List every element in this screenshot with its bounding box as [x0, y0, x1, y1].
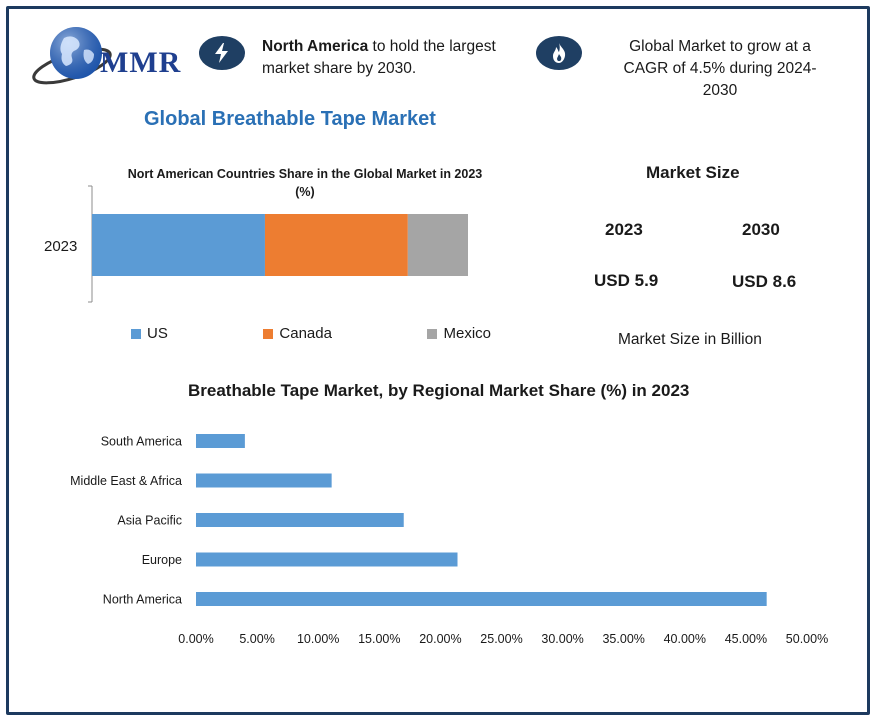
- legend-swatch-mexico: [427, 328, 438, 339]
- market-size-value-2030: USD 8.6: [732, 272, 797, 291]
- regional-tick-label: 30.00%: [541, 632, 583, 646]
- regional-tick-label: 50.00%: [786, 632, 828, 646]
- market-size-title: Market Size: [646, 163, 740, 182]
- logo-text: MMR: [100, 46, 182, 79]
- market-size-year-2030: 2030: [742, 220, 780, 239]
- regional-tick-label: 40.00%: [664, 632, 706, 646]
- legend-swatch-canada: [263, 328, 274, 339]
- stacked-chart-legend: US Canada Mexico: [131, 325, 491, 342]
- stacked-chart-title-line2: (%): [295, 185, 315, 199]
- market-size-value-2023: USD 5.9: [594, 271, 659, 290]
- highlight-cagr-line1: Global Market to grow at a: [629, 38, 811, 55]
- regional-tick-label: 20.00%: [419, 632, 461, 646]
- highlight-flame-badge: [536, 36, 582, 70]
- legend-label-mexico: Mexico: [443, 325, 491, 342]
- stacked-chart-title: Nort American Countries Share in the Glo…: [100, 165, 510, 201]
- regional-bar-chart: South America Middle East & Africa Asia Pa…: [70, 434, 828, 646]
- regional-category-label: South America: [101, 435, 182, 449]
- market-size-caption: Market Size in Billion: [618, 331, 762, 348]
- highlight-cagr-line3: 2030: [702, 82, 738, 99]
- regional-category-label: Middle East & Africa: [70, 474, 182, 488]
- stacked-segment-canada: [264, 214, 408, 276]
- regional-bar-europe: [196, 552, 458, 567]
- regional-bar-north-america: [196, 592, 767, 606]
- globe-icon: [32, 27, 112, 85]
- stacked-chart-title-line1: Nort American Countries Share in the Glo…: [127, 167, 483, 181]
- regional-bar-asia-pacific: [196, 513, 404, 527]
- regional-category-label: Asia Pacific: [117, 514, 182, 528]
- regional-bar-middle-east-africa: [196, 473, 332, 488]
- highlight-region-line2: market share by 2030.: [262, 60, 417, 77]
- page-title: Global Breathable Tape Market: [144, 108, 436, 130]
- legend-label-us: US: [147, 325, 168, 342]
- regional-tick-label: 5.00%: [239, 632, 274, 646]
- regional-tick-label: 15.00%: [358, 632, 400, 646]
- lightning-icon: [215, 43, 228, 63]
- regional-tick-label: 10.00%: [297, 632, 339, 646]
- infographic-frame: [6, 6, 870, 715]
- regional-chart-title: Breathable Tape Market, by Regional Mark…: [188, 381, 690, 400]
- highlight-cagr-line2: CAGR of 4.5% during 2024-: [623, 60, 817, 77]
- brand-logo: MMR: [28, 20, 188, 90]
- highlight-region-rest: to hold the largest: [368, 38, 496, 55]
- regional-bar-south-america: [196, 434, 245, 448]
- regional-tick-label: 25.00%: [480, 632, 522, 646]
- highlight-cagr-text: Global Market to grow at a CAGR of 4.5% …: [600, 36, 840, 102]
- regional-tick-label: 45.00%: [725, 632, 767, 646]
- legend-label-canada: Canada: [279, 325, 332, 342]
- highlight-lightning-badge: [199, 36, 245, 70]
- stacked-chart-category-label: 2023: [44, 238, 77, 255]
- highlight-region-text: North America to hold the largest market…: [262, 36, 532, 80]
- legend-swatch-us: [131, 328, 141, 339]
- highlight-region-bold: North America: [262, 38, 369, 55]
- legend-item-canada: Canada: [263, 325, 332, 342]
- stacked-bar-chart: 2023: [44, 185, 468, 303]
- regional-category-label: North America: [103, 593, 182, 607]
- legend-item-mexico: Mexico: [427, 325, 491, 342]
- stacked-segment-us: [92, 214, 265, 276]
- regional-tick-label: 0.00%: [178, 632, 213, 646]
- market-size-year-2023: 2023: [605, 220, 643, 239]
- regional-tick-label: 35.00%: [602, 632, 644, 646]
- flame-icon: [553, 43, 566, 63]
- stacked-segment-mexico: [407, 214, 468, 276]
- regional-category-label: Europe: [142, 553, 182, 567]
- legend-item-us: US: [131, 325, 168, 342]
